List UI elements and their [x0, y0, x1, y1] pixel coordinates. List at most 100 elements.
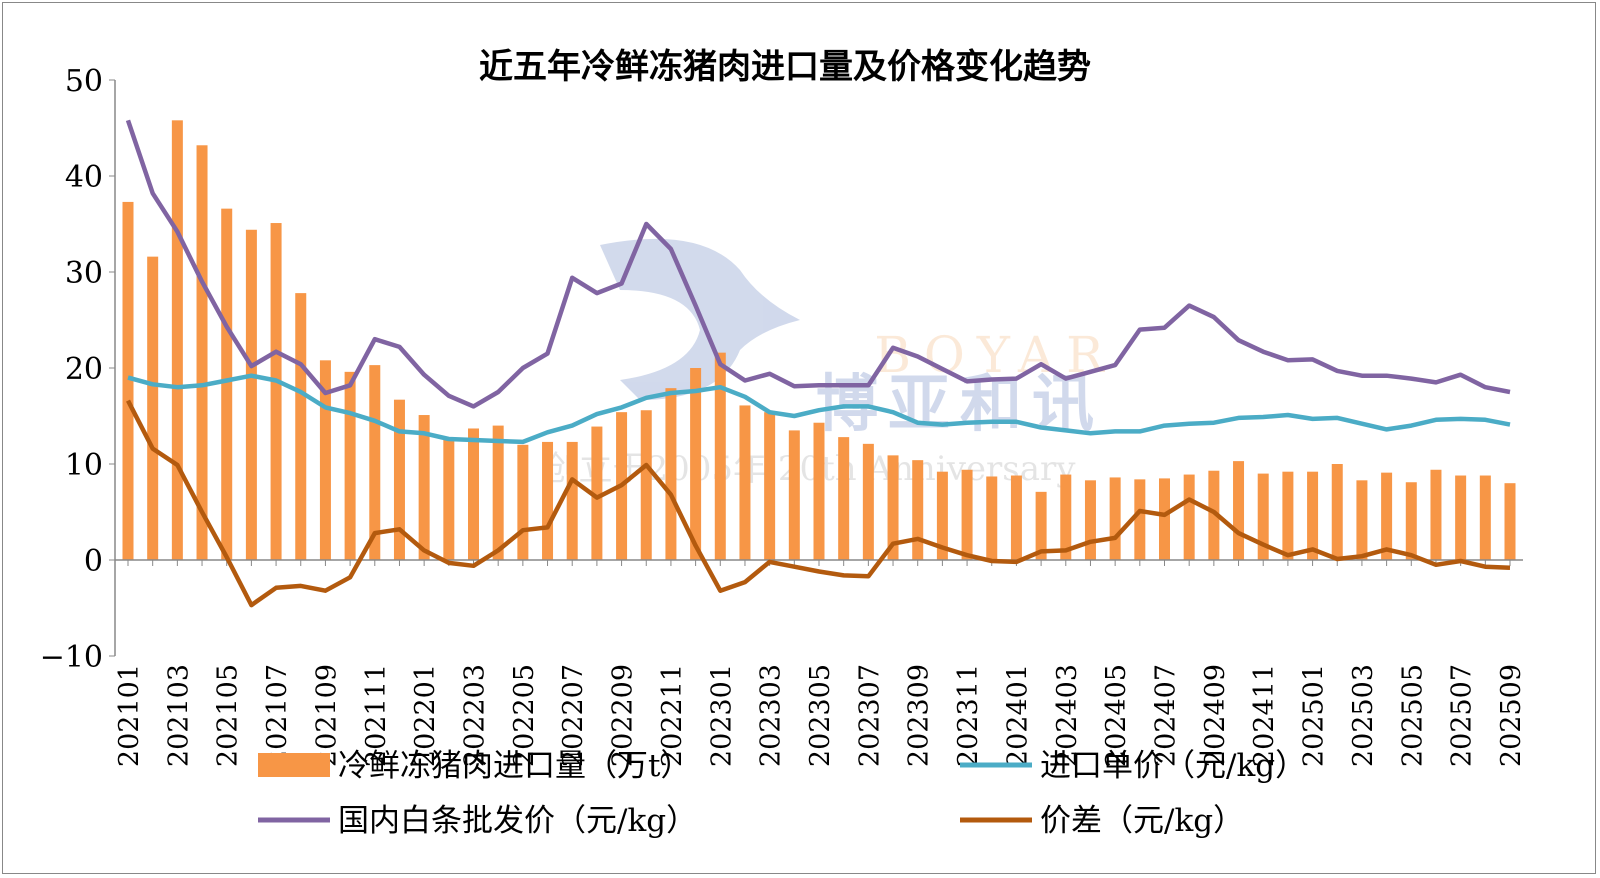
bar-202310: [936, 471, 948, 560]
bar-202203: [468, 428, 479, 560]
bar-202404: [1084, 480, 1096, 560]
line-series-3: [125, 399, 1511, 608]
y-tick-label: 40: [65, 160, 103, 195]
x-tick-label: 202201: [410, 664, 441, 767]
x-tick-label: 202301: [706, 664, 737, 767]
x-tick-label: 202507: [1447, 664, 1478, 767]
x-tick-label: 202407: [1151, 664, 1182, 767]
bar-202405: [1109, 477, 1121, 560]
bar-202207: [566, 441, 578, 560]
watermark-logo: BOYAR 博亚和讯 创立于2005年 20th Anniversary: [545, 238, 1104, 489]
bar-202112: [393, 399, 405, 560]
bar-202210: [640, 410, 652, 560]
x-tick-label: 202509: [1496, 664, 1527, 767]
bar-202309: [912, 460, 924, 560]
bar-202311: [961, 469, 973, 560]
x-tick-label: 202309: [904, 664, 935, 767]
x-tick-label: 202101: [114, 664, 145, 767]
y-tick-label: 0: [84, 544, 103, 579]
bar-202306: [838, 437, 850, 560]
bar-202411: [1257, 473, 1269, 560]
bar-202503: [1356, 480, 1368, 560]
bar-202201: [418, 415, 430, 560]
legend-label: 国内白条批发价（元/kg）: [338, 803, 697, 839]
bar-202406: [1134, 479, 1146, 560]
bar-202502: [1331, 464, 1343, 560]
bar-202308: [887, 455, 899, 560]
bar-202108: [295, 293, 307, 560]
bar-202211: [665, 388, 677, 560]
x-tick-label: 202405: [1101, 664, 1132, 767]
bar-202109: [319, 360, 331, 560]
bar-202212: [690, 368, 702, 560]
x-tick-label: 202307: [854, 664, 885, 767]
bar-202202: [443, 440, 455, 560]
bar-202305: [813, 422, 825, 560]
y-tick-label: 20: [65, 352, 103, 387]
y-tick-label: −10: [40, 640, 103, 675]
bar-202204: [492, 425, 504, 560]
x-tick-label: 202503: [1348, 664, 1379, 767]
x-tick-label: 202311: [953, 664, 984, 767]
x-tick-label: 202211: [657, 664, 688, 767]
bar-202501: [1307, 471, 1319, 560]
bar-202304: [788, 430, 800, 560]
bar-202206: [542, 441, 554, 560]
line-series-2: [125, 119, 1511, 409]
bar-202105: [221, 208, 233, 560]
bar-202509: [1504, 483, 1516, 560]
line-series-1: [127, 373, 1511, 445]
bar-202407: [1159, 478, 1170, 560]
bar-202403: [1060, 474, 1072, 560]
legend-swatch-bar: [258, 753, 330, 777]
bar-202111: [369, 365, 381, 560]
bar-202307: [862, 443, 874, 560]
bar-202107: [270, 223, 282, 561]
bar-202504: [1381, 472, 1393, 560]
bar-202412: [1282, 471, 1294, 560]
bar-202507: [1455, 475, 1467, 560]
x-tick-label: 202205: [509, 664, 540, 767]
y-tick-label: 30: [65, 256, 103, 291]
x-tick-label: 202409: [1200, 664, 1231, 767]
bar-202102: [147, 256, 159, 560]
bar-202101: [122, 201, 134, 561]
bar-202205: [517, 444, 529, 560]
x-tick-label: 202203: [460, 664, 491, 767]
bar-202110: [344, 371, 356, 560]
bar-202506: [1430, 469, 1442, 560]
legend-label: 价差（元/kg）: [1040, 803, 1244, 839]
x-tick-label: 202207: [558, 664, 589, 767]
x-tick-label: 202105: [213, 664, 244, 767]
bar-202401: [1010, 475, 1022, 560]
x-tick-label: 202209: [608, 664, 639, 767]
bar-202303: [764, 412, 776, 560]
bar-202208: [591, 426, 603, 560]
x-tick-label: 202303: [756, 664, 787, 767]
bar-202408: [1183, 474, 1195, 560]
x-tick-label: 202411: [1249, 664, 1280, 767]
legend: 冷鲜冻猪肉进口量（万t） 进口单价（元/kg） 国内白条批发价（元/kg） 价差（元/…: [258, 748, 1306, 839]
bar-202103: [171, 120, 183, 560]
bar-202505: [1405, 482, 1417, 560]
bar-202301: [714, 352, 726, 560]
x-tick-label: 202401: [1002, 664, 1033, 767]
bar-202410: [1233, 461, 1245, 560]
legend-label: 冷鲜冻猪肉进口量（万t）: [338, 748, 691, 784]
x-tick-label: 202103: [163, 664, 194, 767]
x-tick-label: 202505: [1397, 664, 1428, 767]
bar-202104: [196, 145, 208, 560]
bar-202508: [1479, 475, 1491, 560]
bar-202302: [739, 405, 751, 560]
y-tick-label: 50: [65, 64, 103, 99]
x-tick-label: 202305: [805, 664, 836, 767]
bar-202106: [245, 229, 257, 560]
legend-label: 进口单价（元/kg）: [1040, 748, 1306, 784]
bar-202312: [986, 476, 998, 560]
x-tick-label: 202107: [262, 664, 293, 767]
x-tick-label: 202403: [1052, 664, 1083, 767]
chart-title: 近五年冷鲜冻猪肉进口量及价格变化趋势: [479, 47, 1091, 87]
y-tick-label: 10: [65, 448, 103, 483]
